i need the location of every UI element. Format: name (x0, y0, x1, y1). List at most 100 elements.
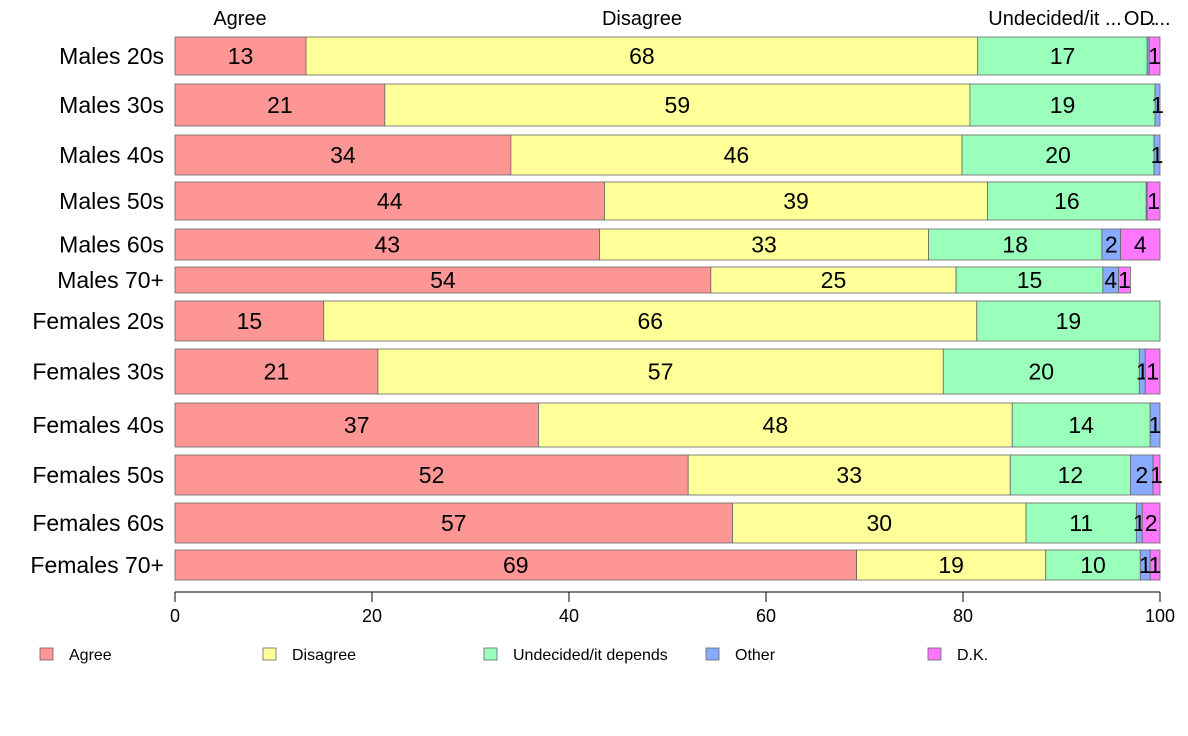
data-label-males-70-d-k: 1 (1118, 267, 1131, 293)
category-label-males-70: Males 70+ (57, 267, 164, 293)
legend-swatch-d-k (927, 647, 942, 661)
category-label-females-30s: Females 30s (32, 359, 164, 385)
data-label-males-20s-agree: 13 (228, 43, 254, 69)
bar-females-30s-disagree (377, 348, 944, 395)
data-label-males-20s-undecided-it-depends: 17 (1050, 43, 1076, 69)
bar-females-70-undecided-it-depends (1045, 549, 1141, 581)
category-label-males-40s: Males 40s (59, 142, 164, 168)
bar-females-40s-undecided-it-depends (1011, 402, 1151, 448)
bar-females-60s-d-k (1141, 502, 1161, 544)
data-label-females-60s-undecided-it-depends: 11 (1069, 510, 1093, 536)
bar-males-20s-d-k (1148, 36, 1161, 76)
bar-males-70-d-k (1118, 266, 1131, 294)
bar-males-40s-agree (174, 134, 512, 176)
category-label-females-70: Females 70+ (30, 552, 164, 578)
data-label-females-70-d-k: 1 (1149, 552, 1162, 578)
data-label-females-50s-other: 2 (1135, 462, 1148, 488)
data-label-males-30s-undecided-it-depends: 19 (1050, 92, 1076, 118)
category-label-females-60s: Females 60s (32, 510, 164, 536)
bar-males-70-agree (174, 266, 712, 294)
data-label-females-20s-disagree: 66 (637, 308, 663, 334)
bar-females-50s-agree (174, 454, 689, 496)
data-label-males-50s-d-k: 1 (1147, 188, 1160, 214)
bar-males-40s-other (1153, 134, 1161, 176)
data-label-males-60s-disagree: 33 (751, 232, 777, 258)
data-label-females-40s-agree: 37 (344, 412, 370, 438)
bar-females-20s-disagree (323, 300, 978, 342)
bar-males-70-disagree (710, 266, 957, 294)
category-label-males-20s: Males 20s (59, 43, 164, 69)
bar-females-70-agree (174, 549, 858, 581)
data-label-females-50s-agree: 52 (419, 462, 445, 488)
category-label-males-30s: Males 30s (59, 92, 164, 118)
bar-males-50s-d-k (1146, 181, 1161, 221)
bar-males-60s-d-k (1120, 228, 1161, 261)
data-label-females-70-other: 1 (1139, 552, 1152, 578)
data-label-males-60s-undecided-it-depends: 18 (1002, 232, 1028, 258)
category-label-females-50s: Females 50s (32, 462, 164, 488)
data-label-males-40s-other: 1 (1151, 142, 1164, 168)
bar-males-30s-agree (174, 83, 386, 127)
data-label-females-20s-agree: 15 (237, 308, 263, 334)
data-label-females-70-undecided-it-depends: 10 (1080, 552, 1106, 578)
data-label-males-20s-disagree: 68 (629, 43, 655, 69)
top-label-4: O... (1124, 8, 1156, 30)
bar-females-60s-agree (174, 502, 733, 544)
data-label-females-60s-disagree: 30 (866, 510, 892, 536)
bar-males-40s-disagree (510, 134, 963, 176)
bar-males-70-undecided-it-depends (955, 266, 1104, 294)
bar-females-50s-d-k (1152, 454, 1161, 496)
data-label-males-70-disagree: 25 (821, 267, 847, 293)
bar-females-70-disagree (856, 549, 1047, 581)
data-label-males-30s-other: 1 (1151, 92, 1164, 118)
category-label-females-20s: Females 20s (32, 308, 164, 334)
data-label-males-30s-disagree: 59 (665, 92, 691, 118)
data-label-females-60s-d-k: 2 (1145, 510, 1158, 536)
data-label-males-40s-agree: 34 (330, 142, 356, 168)
bar-females-20s-undecided-it-depends (976, 300, 1161, 342)
data-label-females-30s-undecided-it-depends: 20 (1029, 359, 1055, 385)
legend-label-agree: Agree (69, 647, 112, 664)
top-label-2: Disagree (602, 8, 682, 30)
data-label-males-60s-other: 2 (1105, 232, 1118, 258)
bar-females-30s-d-k (1144, 348, 1161, 395)
data-label-males-30s-agree: 21 (267, 92, 293, 118)
data-label-males-40s-disagree: 46 (724, 142, 750, 168)
data-label-females-50s-undecided-it-depends: 12 (1058, 462, 1084, 488)
data-label-females-70-agree: 69 (503, 552, 529, 578)
legend-swatch-undecided-it-depends (483, 647, 498, 661)
bar-females-70-d-k (1149, 549, 1161, 581)
legend-swatch-other (705, 647, 720, 661)
bar-males-30s-disagree (384, 83, 971, 127)
x-tick-label-0: 0 (170, 606, 180, 626)
bar-females-50s-disagree (687, 454, 1011, 496)
x-tick-label-80: 80 (953, 606, 973, 626)
data-label-females-20s-undecided-it-depends: 19 (1056, 308, 1082, 334)
data-label-males-20s-d-k: 1 (1148, 43, 1161, 69)
data-label-females-40s-disagree: 48 (763, 412, 789, 438)
data-label-males-60s-d-k: 4 (1134, 232, 1147, 258)
bar-females-20s-agree (174, 300, 325, 342)
bar-females-40s-other (1149, 402, 1161, 448)
bar-males-50s-agree (174, 181, 605, 221)
data-label-females-50s-d-k: 1 (1150, 462, 1163, 488)
category-label-males-50s: Males 50s (59, 188, 164, 214)
top-series-labels: Agree Disagree Undecided/it ... O...D... (213, 8, 1170, 30)
legend-label-disagree: Disagree (292, 647, 356, 664)
bar-females-40s-disagree (538, 402, 1013, 448)
category-label-males-60s: Males 60s (59, 232, 164, 258)
legend-label-d-k: D.K. (957, 647, 988, 664)
top-label-1: Agree (213, 8, 266, 30)
data-label-females-70-disagree: 19 (938, 552, 964, 578)
bar-females-50s-undecided-it-depends (1009, 454, 1131, 496)
bar-males-20s-disagree (305, 36, 979, 76)
bar-males-50s-undecided-it-depends (987, 181, 1147, 221)
legend-label-other: Other (735, 647, 776, 664)
data-label-males-70-agree: 54 (430, 267, 456, 293)
bar-females-40s-agree (174, 402, 539, 448)
top-label-5: D... (1139, 8, 1170, 30)
legend-swatch-disagree (262, 647, 277, 661)
bar-males-60s-disagree (599, 228, 929, 261)
bar-females-30s-undecided-it-depends (942, 348, 1140, 395)
